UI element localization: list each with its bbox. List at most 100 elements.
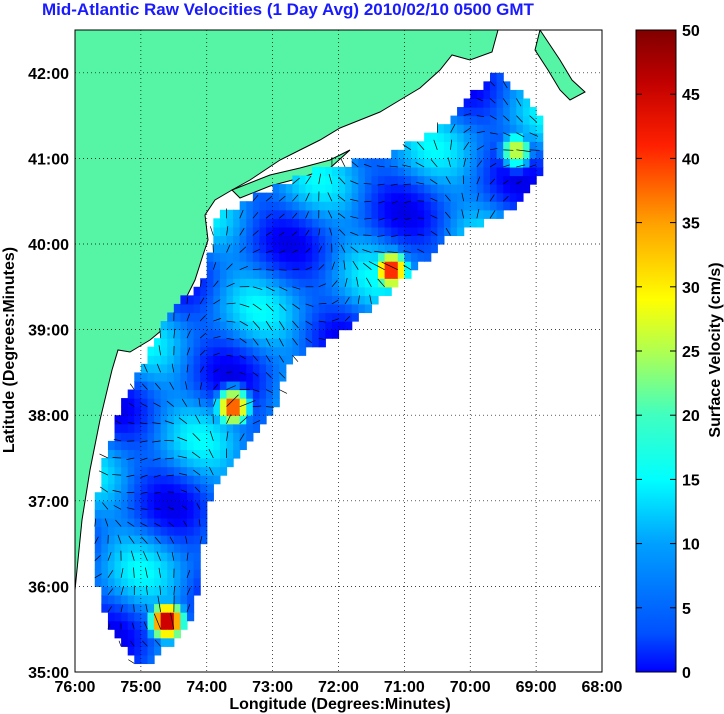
- velocity-cell: [193, 338, 201, 348]
- vector-arrow: [327, 210, 333, 219]
- velocity-cell: [279, 209, 287, 219]
- vector-arrow: [365, 277, 372, 287]
- velocity-cell: [279, 355, 287, 365]
- velocity-cell: [167, 449, 175, 459]
- velocity-cell: [154, 355, 162, 365]
- velocity-cell: [180, 406, 188, 416]
- vector-arrow: [430, 159, 438, 168]
- velocity-cell: [437, 209, 445, 219]
- velocity-cell: [219, 423, 228, 433]
- vector-arrow: [154, 522, 161, 527]
- vector-arrow: [198, 397, 201, 407]
- velocity-cell: [410, 166, 419, 177]
- velocity-cell: [127, 483, 135, 493]
- velocity-cell: [338, 269, 346, 279]
- velocity-cell: [259, 244, 267, 254]
- velocity-cell: [186, 372, 195, 382]
- velocity-cell: [127, 492, 135, 502]
- velocity-cell: [450, 149, 458, 159]
- velocity-cell: [496, 175, 504, 185]
- velocity-cell: [121, 398, 129, 408]
- velocity-cell: [437, 218, 445, 228]
- velocity-cell: [121, 552, 129, 562]
- vector-arrow: [318, 283, 327, 288]
- velocity-cell: [496, 98, 504, 108]
- velocity-cell: [476, 201, 485, 211]
- velocity-cell: [246, 346, 254, 356]
- velocity-cell: [246, 261, 254, 271]
- velocity-cell: [140, 363, 149, 373]
- velocity-cell: [173, 543, 181, 553]
- velocity-cell: [430, 201, 438, 211]
- vector-arrow: [199, 382, 203, 390]
- velocity-cell: [180, 321, 188, 331]
- velocity-cell: [226, 338, 234, 348]
- vector-arrow: [186, 296, 189, 304]
- velocity-cell: [180, 475, 188, 485]
- vector-arrow: [213, 299, 221, 305]
- velocity-cell: [279, 338, 287, 348]
- velocity-cell: [364, 166, 373, 177]
- vector-arrow: [417, 233, 425, 236]
- velocity-cell: [160, 603, 168, 613]
- velocity-cell: [457, 132, 465, 142]
- velocity-cell: [522, 184, 531, 194]
- velocity-cell: [305, 209, 313, 219]
- velocity-cell: [470, 149, 478, 159]
- velocity-cell: [233, 312, 241, 322]
- velocity-cell: [173, 415, 181, 425]
- velocity-cell: [140, 475, 149, 485]
- velocity-cell: [186, 415, 195, 425]
- y-tick-label: 36:00: [28, 579, 69, 596]
- velocity-cell: [134, 646, 142, 656]
- velocity-cell: [529, 124, 537, 134]
- velocity-cell: [259, 406, 267, 416]
- velocity-cell: [180, 612, 188, 622]
- velocity-cell: [193, 389, 201, 399]
- vector-arrow: [165, 457, 174, 460]
- vector-arrow: [516, 98, 522, 107]
- velocity-cell: [364, 278, 373, 288]
- velocity-cell: [417, 201, 425, 211]
- velocity-cell: [239, 312, 247, 322]
- velocity-cell: [410, 209, 419, 219]
- velocity-cell: [298, 184, 307, 194]
- velocity-cell: [173, 372, 181, 382]
- velocity-cell: [312, 286, 320, 296]
- vector-arrow: [226, 226, 229, 236]
- velocity-cell: [239, 423, 247, 433]
- velocity-cell: [140, 620, 149, 630]
- vector-arrow: [133, 567, 135, 578]
- velocity-cell: [391, 209, 399, 219]
- vector-arrow: [328, 174, 333, 185]
- velocity-cell: [114, 569, 122, 579]
- velocity-cell: [114, 500, 122, 510]
- velocity-cell: [305, 278, 313, 288]
- vector-arrow: [152, 422, 161, 425]
- velocity-cell: [233, 209, 241, 219]
- velocity-cell: [522, 98, 531, 108]
- velocity-cell: [233, 380, 241, 391]
- velocity-cell: [358, 295, 366, 305]
- velocity-cell: [312, 269, 320, 279]
- vector-arrow: [405, 217, 412, 220]
- vector-arrow: [516, 115, 523, 123]
- velocity-cell: [318, 226, 326, 237]
- velocity-cell: [193, 586, 201, 596]
- velocity-cell: [384, 201, 392, 211]
- vector-arrow: [292, 303, 300, 310]
- velocity-cell: [292, 346, 300, 356]
- velocity-cell: [114, 543, 122, 553]
- vector-arrow: [343, 260, 346, 270]
- velocity-cell: [378, 226, 386, 237]
- velocity-cell: [193, 295, 201, 305]
- vector-arrow: [153, 613, 161, 630]
- velocity-cell: [180, 552, 188, 562]
- vector-arrow: [199, 280, 202, 287]
- velocity-cell: [259, 278, 267, 288]
- velocity-cell: [219, 355, 228, 365]
- velocity-cell: [147, 406, 155, 416]
- velocity-cell: [292, 226, 300, 237]
- vector-arrow: [239, 246, 247, 253]
- velocity-cell: [483, 166, 491, 177]
